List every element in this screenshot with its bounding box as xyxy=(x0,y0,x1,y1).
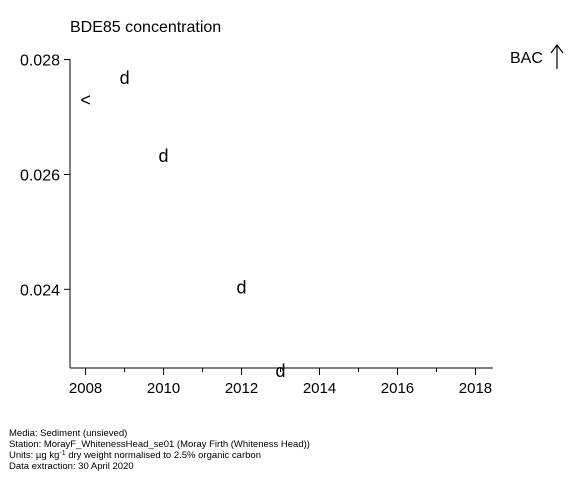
bac-label: BAC xyxy=(510,50,543,67)
x-tick-label: 2012 xyxy=(225,380,258,397)
y-tick-label: 0.024 xyxy=(20,282,60,299)
footer-media: Media: Sediment (unsieved) xyxy=(9,428,128,439)
data-point: d xyxy=(159,146,169,166)
chart-title: BDE85 concentration xyxy=(70,19,222,36)
x-tick-label: 2018 xyxy=(459,380,492,397)
x-tick-label: 2014 xyxy=(303,380,336,397)
x-tick-label: 2010 xyxy=(147,380,180,397)
data-point: d xyxy=(276,361,286,381)
data-point: d xyxy=(120,68,130,88)
y-tick-label: 0.028 xyxy=(20,53,60,70)
y-tick-label: 0.026 xyxy=(20,167,60,184)
footer-units: Units: µg kg-1 dry weight normalised to … xyxy=(9,450,261,461)
footer-station: Station: MorayF_WhitenessHead_se01 (Mora… xyxy=(9,439,310,450)
x-tick-label: 2008 xyxy=(69,380,102,397)
x-tick-label: 2016 xyxy=(381,380,414,397)
data-point: < xyxy=(80,90,91,110)
up-arrow-icon xyxy=(550,44,564,69)
data-point: d xyxy=(237,278,247,298)
footer-extraction: Data extraction: 30 April 2020 xyxy=(9,461,134,472)
chart-footer: Media: Sediment (unsieved) Station: Mora… xyxy=(9,428,310,472)
